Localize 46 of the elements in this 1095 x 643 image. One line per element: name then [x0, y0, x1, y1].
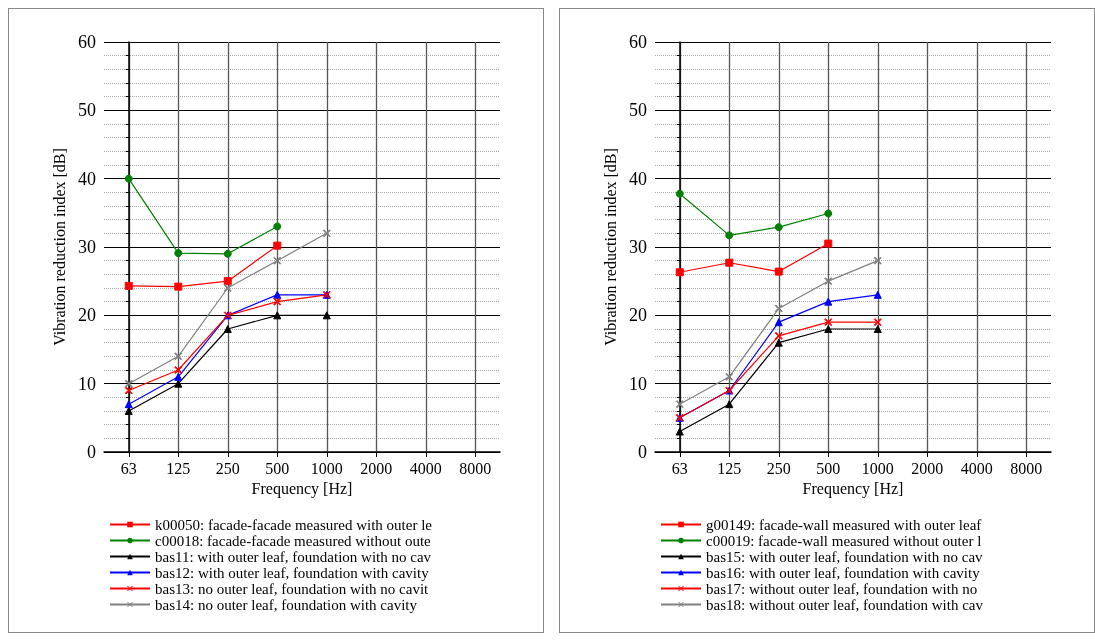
x-axis-title: Frequency [Hz] — [802, 480, 904, 499]
x-tick-label: 63 — [671, 459, 688, 477]
y-tick-label: 0 — [87, 442, 96, 462]
legend-label: bas16: with outer leaf, foundation with cavity — [706, 564, 981, 581]
legend-label: c00018: facade-facade measured without oute — [155, 532, 432, 549]
y-tick-label: 20 — [78, 305, 96, 326]
x-tick-label: 125 — [166, 459, 191, 477]
x-tick-label: 4000 — [960, 459, 993, 477]
y-tick-label: 50 — [78, 100, 96, 121]
legend-label: bas18: without outer leaf, foundation with cav — [706, 596, 984, 613]
x-axis-title: Frequency [Hz] — [251, 480, 353, 499]
y-tick-label: 50 — [629, 100, 647, 121]
x-tick-label: 8000 — [1010, 459, 1043, 477]
x-tick-label: 8000 — [459, 459, 492, 477]
y-tick-label: 60 — [629, 32, 647, 52]
x-tick-label: 125 — [717, 459, 742, 477]
y-axis-title: Vibration reduction index [dB] — [601, 148, 619, 346]
y-tick-label: 30 — [629, 237, 647, 257]
x-tick-label: 2000 — [360, 459, 393, 477]
x-tick-label: 250 — [766, 459, 791, 477]
legend-label: g00149: facade-wall measured with outer leaf — [706, 516, 982, 533]
y-axis-title: Vibration reduction index [dB] — [50, 148, 68, 346]
y-tick-label: 20 — [629, 305, 647, 326]
legend-label: bas12: with outer leaf, foundation with cavity — [155, 564, 430, 581]
x-tick-label: 1000 — [310, 459, 343, 477]
legend-label: bas15: with outer leaf, foundation with no cav — [706, 548, 984, 565]
legend-label: bas17: without outer leaf, foundation with no — [706, 580, 978, 597]
y-tick-label: 0 — [638, 442, 647, 462]
y-tick-label: 10 — [629, 373, 647, 394]
x-tick-label: 500 — [265, 459, 290, 477]
x-tick-label: 4000 — [409, 459, 442, 477]
legend-label: bas13: no outer leaf, foundation with no cavit — [155, 580, 430, 597]
y-tick-label: 60 — [78, 32, 96, 52]
y-tick-label: 40 — [629, 168, 647, 189]
y-tick-label: 40 — [78, 168, 96, 189]
legend-label: c00019: facade-wall measured without outer l — [706, 532, 982, 549]
x-tick-label: 63 — [120, 459, 137, 477]
legend-label: k00050: facade-facade measured with outer le — [155, 516, 433, 533]
legend-label: bas11: with outer leaf, foundation with no cav — [155, 548, 432, 565]
y-tick-label: 10 — [78, 373, 96, 394]
y-tick-label: 30 — [78, 237, 96, 257]
legend-label: bas14: no outer leaf, foundation with cavity — [155, 596, 418, 613]
x-tick-label: 2000 — [911, 459, 944, 477]
x-tick-label: 1000 — [861, 459, 894, 477]
x-tick-label: 500 — [816, 459, 841, 477]
x-tick-label: 250 — [215, 459, 240, 477]
